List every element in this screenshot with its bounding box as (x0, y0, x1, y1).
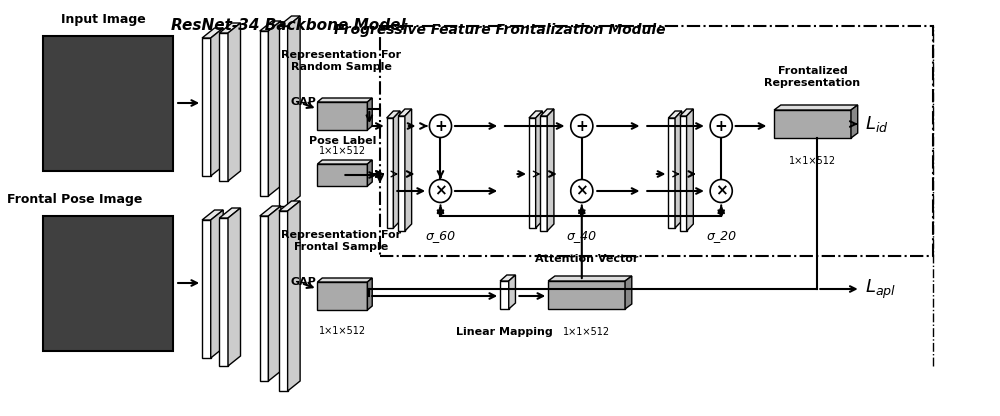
Text: ResNet-34 Backbone Model: ResNet-34 Backbone Model (171, 18, 406, 33)
Text: 1×1×512: 1×1×512 (563, 327, 610, 337)
Text: σ_60: σ_60 (425, 229, 456, 242)
Polygon shape (405, 109, 412, 231)
Polygon shape (317, 98, 372, 102)
Polygon shape (219, 23, 241, 33)
Polygon shape (202, 210, 223, 220)
Text: GAP: GAP (291, 277, 316, 287)
Polygon shape (548, 281, 625, 309)
Polygon shape (851, 105, 858, 138)
Circle shape (710, 179, 732, 203)
Polygon shape (279, 16, 300, 26)
Text: Frontalized
Representation: Frontalized Representation (764, 67, 861, 88)
Polygon shape (500, 275, 515, 281)
Polygon shape (279, 26, 288, 206)
Polygon shape (675, 111, 682, 228)
Polygon shape (317, 164, 367, 186)
Polygon shape (260, 216, 268, 381)
FancyBboxPatch shape (43, 216, 173, 351)
Polygon shape (219, 218, 228, 366)
Text: $L_{apl}$: $L_{apl}$ (865, 277, 897, 301)
Polygon shape (228, 208, 241, 366)
Polygon shape (387, 111, 400, 118)
Polygon shape (398, 116, 405, 231)
Text: Progressive Feature Frontalization Module: Progressive Feature Frontalization Modul… (334, 23, 666, 37)
Text: 1×1×512: 1×1×512 (319, 146, 366, 156)
Polygon shape (387, 118, 393, 228)
Polygon shape (268, 21, 281, 196)
Text: Pose Label: Pose Label (309, 136, 376, 146)
Polygon shape (317, 160, 372, 164)
Polygon shape (317, 282, 367, 310)
Text: Frontal Pose Image: Frontal Pose Image (7, 193, 142, 206)
Polygon shape (279, 211, 288, 391)
Polygon shape (202, 38, 211, 176)
Text: ×: × (715, 183, 728, 198)
Polygon shape (211, 210, 223, 358)
Polygon shape (317, 278, 372, 282)
Polygon shape (687, 109, 693, 231)
Polygon shape (279, 201, 300, 211)
Text: Linear Mapping: Linear Mapping (456, 327, 552, 337)
Polygon shape (509, 275, 515, 309)
Text: 1×1×512: 1×1×512 (789, 156, 836, 166)
Polygon shape (202, 28, 223, 38)
FancyBboxPatch shape (43, 36, 173, 171)
Text: 1×1×512: 1×1×512 (319, 326, 366, 336)
Polygon shape (219, 208, 241, 218)
Polygon shape (268, 206, 281, 381)
Polygon shape (668, 111, 682, 118)
Text: ×: × (575, 183, 588, 198)
Circle shape (571, 179, 593, 203)
Circle shape (429, 179, 452, 203)
Circle shape (710, 114, 732, 138)
Polygon shape (547, 109, 554, 231)
Text: σ_40: σ_40 (567, 229, 597, 242)
Text: Representation For
Frontal Sample: Representation For Frontal Sample (281, 230, 402, 252)
Polygon shape (536, 111, 542, 228)
Text: +: + (434, 119, 447, 134)
Polygon shape (288, 16, 300, 206)
Polygon shape (367, 98, 372, 130)
Circle shape (571, 114, 593, 138)
Polygon shape (529, 118, 536, 228)
Polygon shape (398, 109, 412, 116)
Polygon shape (211, 28, 223, 176)
Text: σ_20: σ_20 (706, 229, 736, 242)
Polygon shape (288, 201, 300, 391)
Circle shape (429, 114, 452, 138)
Polygon shape (774, 105, 858, 110)
Polygon shape (680, 109, 693, 116)
Polygon shape (540, 109, 554, 116)
Polygon shape (228, 23, 241, 181)
Polygon shape (393, 111, 400, 228)
Polygon shape (260, 31, 268, 196)
Polygon shape (668, 118, 675, 228)
Polygon shape (774, 110, 851, 138)
Text: Input Image: Input Image (61, 13, 146, 26)
Polygon shape (540, 116, 547, 231)
Polygon shape (680, 116, 687, 231)
Text: ×: × (434, 183, 447, 198)
Bar (380, 26, 933, 256)
Polygon shape (317, 102, 367, 130)
Polygon shape (367, 160, 372, 186)
Polygon shape (367, 278, 372, 310)
Text: +: + (575, 119, 588, 134)
Text: Representation For
Random Sample: Representation For Random Sample (281, 50, 402, 72)
Text: +: + (715, 119, 728, 134)
Polygon shape (260, 21, 281, 31)
Polygon shape (529, 111, 542, 118)
Polygon shape (260, 206, 281, 216)
Polygon shape (219, 33, 228, 181)
Text: GAP: GAP (291, 97, 316, 107)
Text: $L_{id}$: $L_{id}$ (865, 114, 889, 134)
Polygon shape (548, 276, 632, 281)
Polygon shape (625, 276, 632, 309)
Polygon shape (202, 220, 211, 358)
Polygon shape (500, 281, 509, 309)
Text: Attention Vector: Attention Vector (535, 254, 638, 264)
